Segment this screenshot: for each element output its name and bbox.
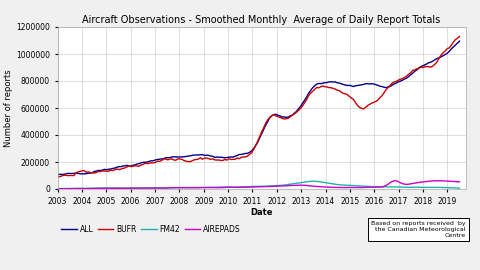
BUFR — [406, 73, 411, 76]
BUFR — [355, 104, 360, 107]
BUFR — [308, 92, 313, 95]
AIREPADS — [310, 184, 315, 188]
BUFR — [108, 168, 114, 172]
FM42 — [310, 180, 315, 183]
ALL — [84, 172, 89, 175]
AIREPADS — [357, 186, 362, 189]
ALL — [308, 89, 313, 92]
Line: FM42: FM42 — [58, 181, 459, 189]
BUFR — [428, 66, 434, 69]
BUFR — [456, 35, 462, 38]
ALL — [108, 167, 114, 171]
BUFR — [55, 176, 60, 179]
ALL — [355, 84, 360, 87]
AIREPADS — [85, 187, 91, 190]
Line: BUFR: BUFR — [58, 36, 459, 177]
FM42 — [456, 187, 462, 190]
FM42 — [84, 187, 89, 190]
FM42 — [357, 184, 362, 188]
Text: Based on reports received  by
the Canadian Meteorological
Centre: Based on reports received by the Canadia… — [371, 221, 466, 238]
AIREPADS — [430, 179, 436, 183]
FM42 — [55, 187, 60, 190]
Line: AIREPADS: AIREPADS — [58, 181, 459, 189]
ALL — [55, 173, 60, 176]
AIREPADS — [434, 179, 440, 182]
Legend: ALL, BUFR, FM42, AIREPADS: ALL, BUFR, FM42, AIREPADS — [61, 225, 241, 234]
X-axis label: Date: Date — [251, 208, 273, 217]
FM42 — [430, 186, 436, 189]
AIREPADS — [408, 182, 413, 185]
FM42 — [408, 186, 413, 189]
AIREPADS — [456, 180, 462, 183]
FM42 — [108, 186, 114, 190]
AIREPADS — [110, 187, 116, 190]
AIREPADS — [55, 187, 60, 190]
FM42 — [308, 180, 313, 183]
Y-axis label: Number of reports: Number of reports — [4, 69, 13, 147]
BUFR — [84, 171, 89, 174]
Line: ALL: ALL — [58, 41, 459, 175]
ALL — [406, 75, 411, 78]
ALL — [456, 39, 462, 43]
AIREPADS — [61, 187, 67, 190]
Title: Aircraft Observations - Smoothed Monthly  Average of Daily Report Totals: Aircraft Observations - Smoothed Monthly… — [83, 15, 441, 25]
ALL — [428, 60, 434, 64]
